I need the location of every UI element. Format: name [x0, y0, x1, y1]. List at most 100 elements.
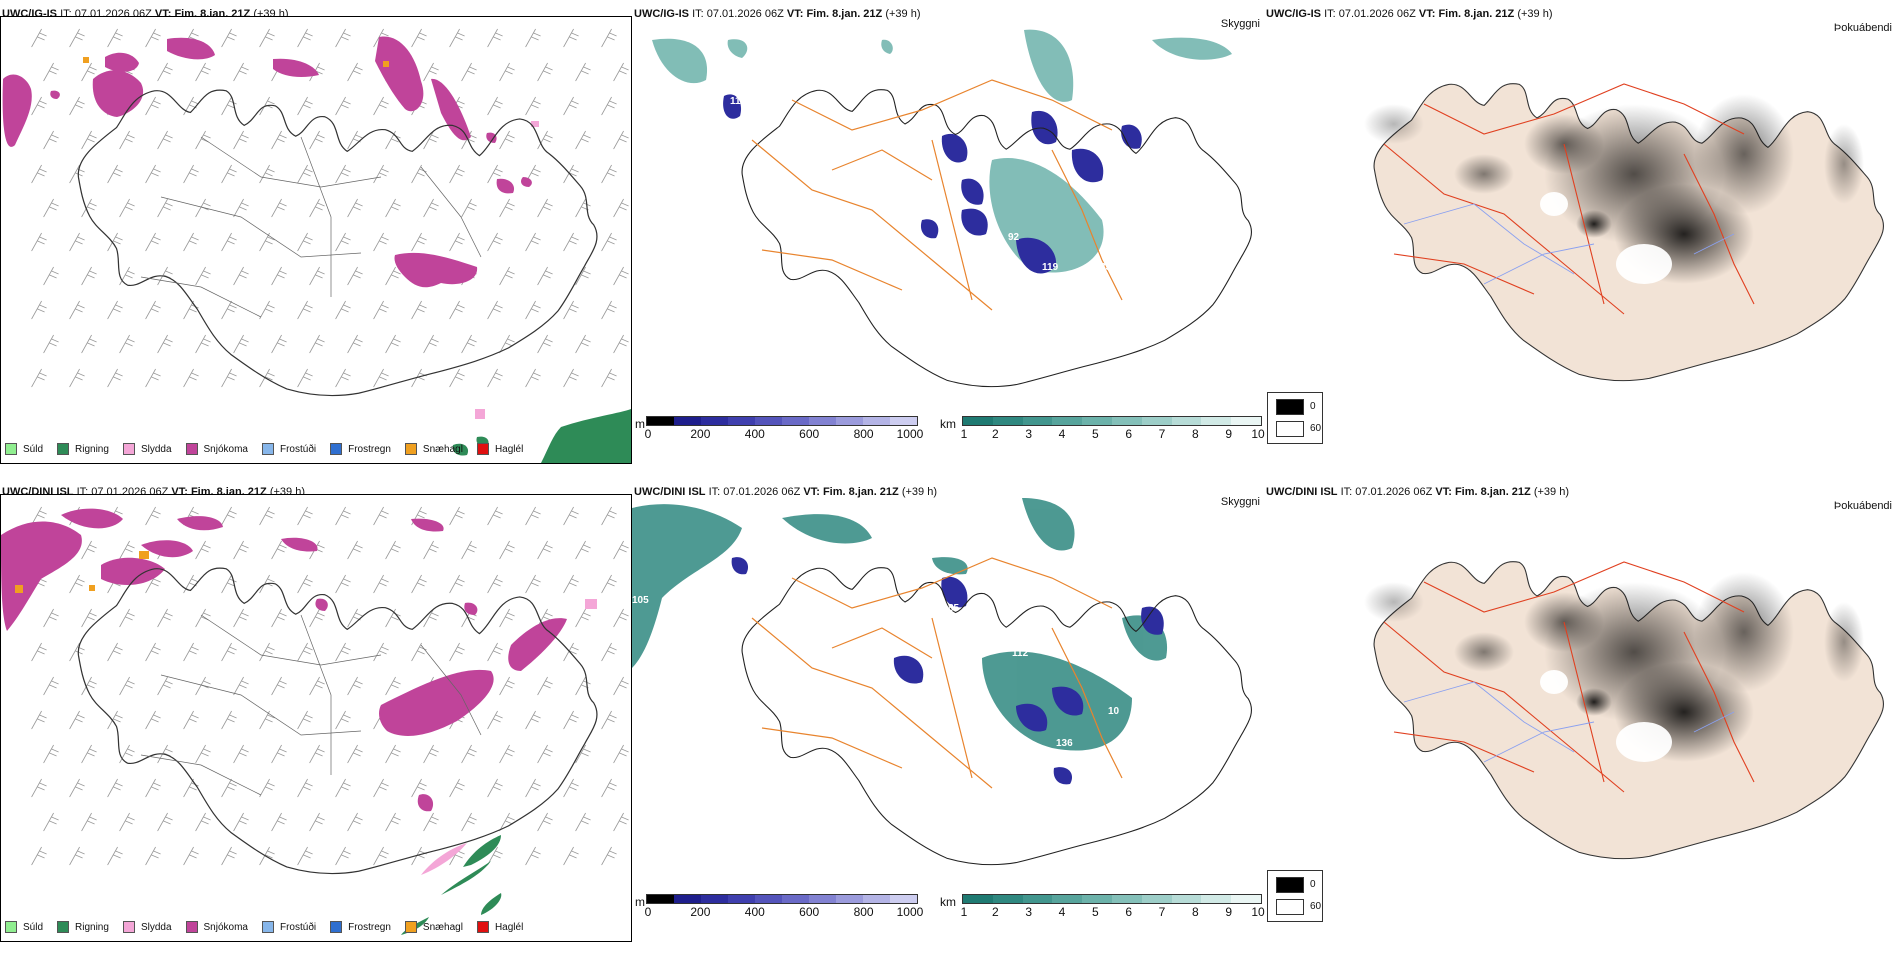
vis-value-label: 136	[1056, 738, 1073, 749]
vis-value-label: 13	[1100, 280, 1112, 291]
vis-colorbar-km-ticks: 1 2 3 4 5 6 7 8 9 10	[961, 904, 1265, 919]
sleet-areas	[421, 599, 597, 875]
colorbar-tick-label: 7	[1158, 427, 1166, 441]
vis-colorbar-m-ticks: 0 200 400 600 800 1000	[644, 904, 924, 919]
vis-colorbar-m: 0 200 400 600 800 1000	[644, 894, 924, 920]
ptype-panel-top: UWC/IG-IS IT: 07.01.2026 06Z VT: Fim. 8.…	[0, 0, 632, 470]
vt-value: Fim. 8.jan. 21Z	[806, 8, 883, 20]
ptype-legend-item: Snjókoma	[185, 443, 248, 455]
it-value: 07.01.2026 06Z	[723, 486, 801, 498]
ptype-legend-item: Frostúði	[261, 443, 316, 455]
vt-value: Fim. 8.jan. 21Z	[1454, 486, 1531, 498]
colorbar-segment	[1052, 417, 1083, 425]
vt-label: VT:	[803, 486, 820, 498]
colorbar-tick-label: 2	[991, 905, 999, 919]
ptype-legend-item: Frostúði	[261, 921, 317, 933]
colorbar-tick-label: 200	[690, 905, 711, 919]
colorbar-segment	[1022, 417, 1053, 425]
ptype-legend-label: Rigning	[75, 443, 109, 455]
fog-legend-high-label: 60	[1310, 423, 1322, 434]
vis-colorbar-km: 1 2 3 4 5 6 7 8 9 10	[961, 416, 1265, 442]
colorbar-segment	[755, 895, 782, 903]
ptype-legend-item: Rigning	[57, 921, 109, 933]
ptype-legend-item: Súld	[5, 443, 43, 455]
fog-legend-high-swatch	[1276, 421, 1304, 437]
colorbar-segment	[1082, 417, 1112, 425]
ptype-legend-item: Snjókoma	[185, 921, 248, 933]
colorbar-tick-label: 600	[799, 427, 820, 441]
vis-map: 96 105 85 112 136 79 215 32 71 10 125 17 94	[632, 498, 1264, 898]
colorbar-segment	[674, 895, 701, 903]
vis-m-areas	[731, 557, 1164, 785]
fog-map	[1264, 502, 1896, 902]
ptype-legend-item: Frostregn	[330, 921, 391, 933]
fog-legend-high-label: 60	[1310, 901, 1322, 912]
vis-unit-km: km	[940, 417, 956, 431]
ptype-legend-label: Slydda	[140, 443, 172, 455]
ptype-legend-label: Súld	[23, 443, 44, 455]
ptype-legend-label: Snjókoma	[203, 443, 248, 455]
fog-legend: 0 60	[1267, 870, 1323, 922]
colorbar-segment	[1022, 895, 1053, 903]
ptype-legend-label: Súld	[23, 921, 44, 933]
colorbar-tick-label: 9	[1225, 427, 1232, 441]
ptype-legend-item: Slydda	[122, 443, 172, 455]
colorbar-tick-label: 400	[744, 427, 765, 441]
vis-colorbar-m-strip	[646, 416, 918, 426]
vis-value-label: 58	[1094, 130, 1106, 141]
vis-value-label: 92	[1008, 232, 1020, 243]
colorbar-segment	[1111, 417, 1142, 425]
panel-title: UWC/DINI ISL IT: 07.01.2026 06Z VT: Fim.…	[1266, 486, 1569, 498]
graupel-areas	[15, 551, 149, 593]
colorbar-tick-label: 0	[644, 905, 652, 919]
colorbar-tick-label: 2	[991, 427, 999, 441]
colorbar-segment	[674, 417, 701, 425]
ptype-legend-swatch	[476, 443, 489, 455]
ptype-legend-item: Rigning	[57, 443, 109, 455]
ptype-legend-swatch	[261, 921, 274, 933]
colorbar-tick-label: 800	[853, 905, 874, 919]
vis-colorbar-km-strip	[962, 894, 1262, 904]
vt-label: VT:	[1435, 486, 1452, 498]
ptype-legend-swatch	[185, 921, 198, 933]
colorbar-tick-label: 1000	[896, 905, 924, 919]
colorbar-segment	[963, 895, 993, 903]
colorbar-segment	[1231, 895, 1261, 903]
ptype-legend-label: Frostúði	[279, 921, 317, 933]
vis-colorbar-km: 1 2 3 4 5 6 7 8 9 10	[961, 894, 1265, 920]
vis-value-label: 118	[1100, 146, 1117, 157]
colorbar-segment	[992, 895, 1023, 903]
snow-areas	[1, 508, 567, 812]
colorbar-segment	[1111, 895, 1142, 903]
fog-legend: 0 60	[1267, 392, 1323, 444]
panel-kind: Skyggni	[1220, 496, 1260, 508]
ptype-legend-swatch	[5, 921, 17, 933]
lead-time: (+39 h)	[1533, 486, 1569, 498]
ptype-legend-swatch	[57, 443, 70, 455]
colorbar-tick-label: 5	[1091, 905, 1099, 919]
fog-legend-low-swatch	[1276, 399, 1304, 415]
fog-legend-low-label: 0	[1310, 879, 1316, 890]
panel-title: UWC/DINI ISL IT: 07.01.2026 06Z VT: Fim.…	[634, 486, 937, 498]
colorbar-tick-label: 6	[1125, 427, 1132, 441]
vis-map: 118 90 166 119 83 13 92 58 118 12 26	[632, 20, 1264, 420]
vis-value-label: 125	[734, 598, 751, 609]
vis-value-label: 166	[974, 264, 991, 275]
colorbar-segment	[701, 895, 728, 903]
colorbar-segment	[1201, 895, 1232, 903]
fog-legend-high-swatch	[1276, 899, 1304, 915]
model-name: UWC/DINI ISL	[634, 486, 706, 498]
ptype-legend-label: Rigning	[75, 921, 109, 933]
colorbar-segment	[755, 417, 782, 425]
vis-km-areas	[652, 29, 1232, 273]
vis-panel-bottom: UWC/DINI ISL IT: 07.01.2026 06Z VT: Fim.…	[632, 478, 1265, 948]
ptype-map: Súld Rigning Slydda Snjókoma Frostúði Frostre…	[0, 494, 632, 942]
colorbar-segment	[1141, 417, 1172, 425]
vis-km-areas	[632, 498, 1168, 751]
panel-title: UWC/IG-IS IT: 07.01.2026 06Z VT: Fim. 8.…	[1266, 8, 1553, 20]
colorbar-tick-label: 0	[644, 427, 652, 441]
it-label: IT:	[1324, 8, 1336, 20]
it-label: IT:	[1340, 486, 1353, 498]
ptype-legend-swatch	[404, 443, 417, 455]
